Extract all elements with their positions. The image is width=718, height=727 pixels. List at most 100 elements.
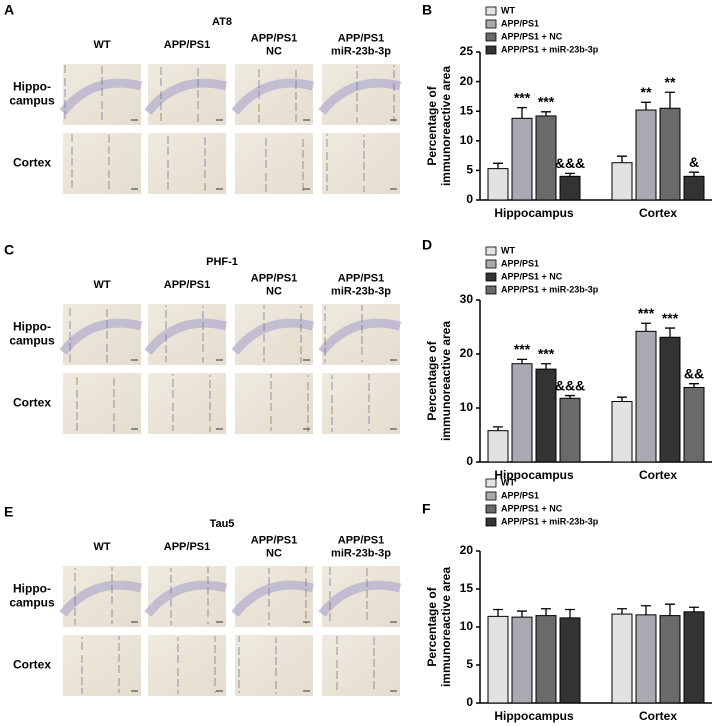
cell: [101, 116, 103, 118]
cell: [71, 173, 73, 175]
cell: [268, 581, 270, 583]
cell: [363, 164, 365, 166]
bar: [511, 616, 533, 704]
cell: [305, 582, 307, 584]
cell: [108, 163, 110, 165]
cell: [111, 602, 113, 604]
cell: [300, 350, 302, 352]
cell: [177, 674, 179, 676]
cell: [111, 620, 113, 622]
cell: [258, 91, 260, 93]
cell: [361, 325, 363, 327]
cell: [268, 618, 270, 620]
cell: [167, 151, 169, 153]
cell: [258, 115, 260, 117]
cell: [202, 337, 204, 339]
cell: [363, 168, 365, 170]
cell: [69, 338, 71, 340]
cell: [207, 580, 209, 582]
cell: [113, 404, 115, 406]
cell: [118, 656, 120, 658]
cell: [172, 420, 174, 422]
cell: [356, 99, 358, 101]
cell: [74, 610, 76, 612]
cell: [300, 335, 302, 337]
cell: [270, 381, 272, 383]
cell: [366, 572, 368, 574]
cell: [329, 569, 331, 571]
cell: [363, 186, 365, 188]
cell: [373, 654, 375, 656]
cell: [118, 654, 120, 656]
cell: [270, 394, 272, 396]
cell: [204, 159, 206, 161]
micrograph: [148, 373, 226, 434]
legend-swatch: [485, 19, 497, 29]
cell: [74, 573, 76, 575]
cell: [393, 83, 395, 85]
cell: [324, 337, 326, 339]
cell: [197, 96, 199, 98]
legend-label: APP/PS1: [501, 490, 539, 500]
bar: [559, 175, 581, 201]
cell: [170, 577, 172, 579]
cell: [197, 85, 199, 87]
cell: [76, 429, 78, 431]
cell: [238, 680, 240, 682]
cell: [268, 601, 270, 603]
cell: [118, 645, 120, 647]
legend-swatch: [485, 491, 497, 501]
cell: [393, 85, 395, 87]
cell: [393, 74, 395, 76]
cell: [202, 313, 204, 315]
cell: [258, 82, 260, 84]
cell: [207, 622, 209, 624]
cell: [197, 79, 199, 81]
micrograph: [322, 133, 400, 194]
cell: [214, 656, 216, 658]
cell: [329, 604, 331, 606]
cell: [238, 673, 240, 675]
cell: [366, 592, 368, 594]
cell: [275, 659, 277, 661]
bar: [659, 615, 681, 704]
cell: [160, 69, 162, 71]
cell: [373, 676, 375, 678]
cell: [295, 87, 297, 89]
cell: [101, 101, 103, 103]
cell: [263, 307, 265, 309]
cell: [69, 334, 71, 336]
cell: [326, 174, 328, 176]
cell: [160, 117, 162, 119]
cell: [197, 107, 199, 109]
cell: [160, 71, 162, 73]
column-header: APP/PS1 NC: [251, 535, 297, 560]
cell: [363, 142, 365, 144]
tissue-band: [231, 78, 315, 115]
micrograph: [63, 373, 141, 434]
cell: [275, 683, 277, 685]
cell: [204, 139, 206, 141]
panel-label: C: [4, 242, 14, 258]
cell: [160, 67, 162, 69]
cell: [76, 401, 78, 403]
cell: [202, 326, 204, 328]
cell: [238, 671, 240, 673]
cell: [263, 353, 265, 355]
cell: [361, 347, 363, 349]
cell: [165, 305, 167, 307]
cell: [305, 615, 307, 617]
cell: [300, 337, 302, 339]
cell: [366, 618, 368, 620]
cell: [295, 70, 297, 72]
cell: [363, 140, 365, 142]
cell: [101, 92, 103, 94]
cell: [64, 100, 66, 102]
x-tick-label: Cortex: [639, 468, 677, 482]
cell: [305, 617, 307, 619]
cell: [118, 658, 120, 660]
cell: [69, 308, 71, 310]
cell: [118, 671, 120, 673]
cell: [295, 72, 297, 74]
